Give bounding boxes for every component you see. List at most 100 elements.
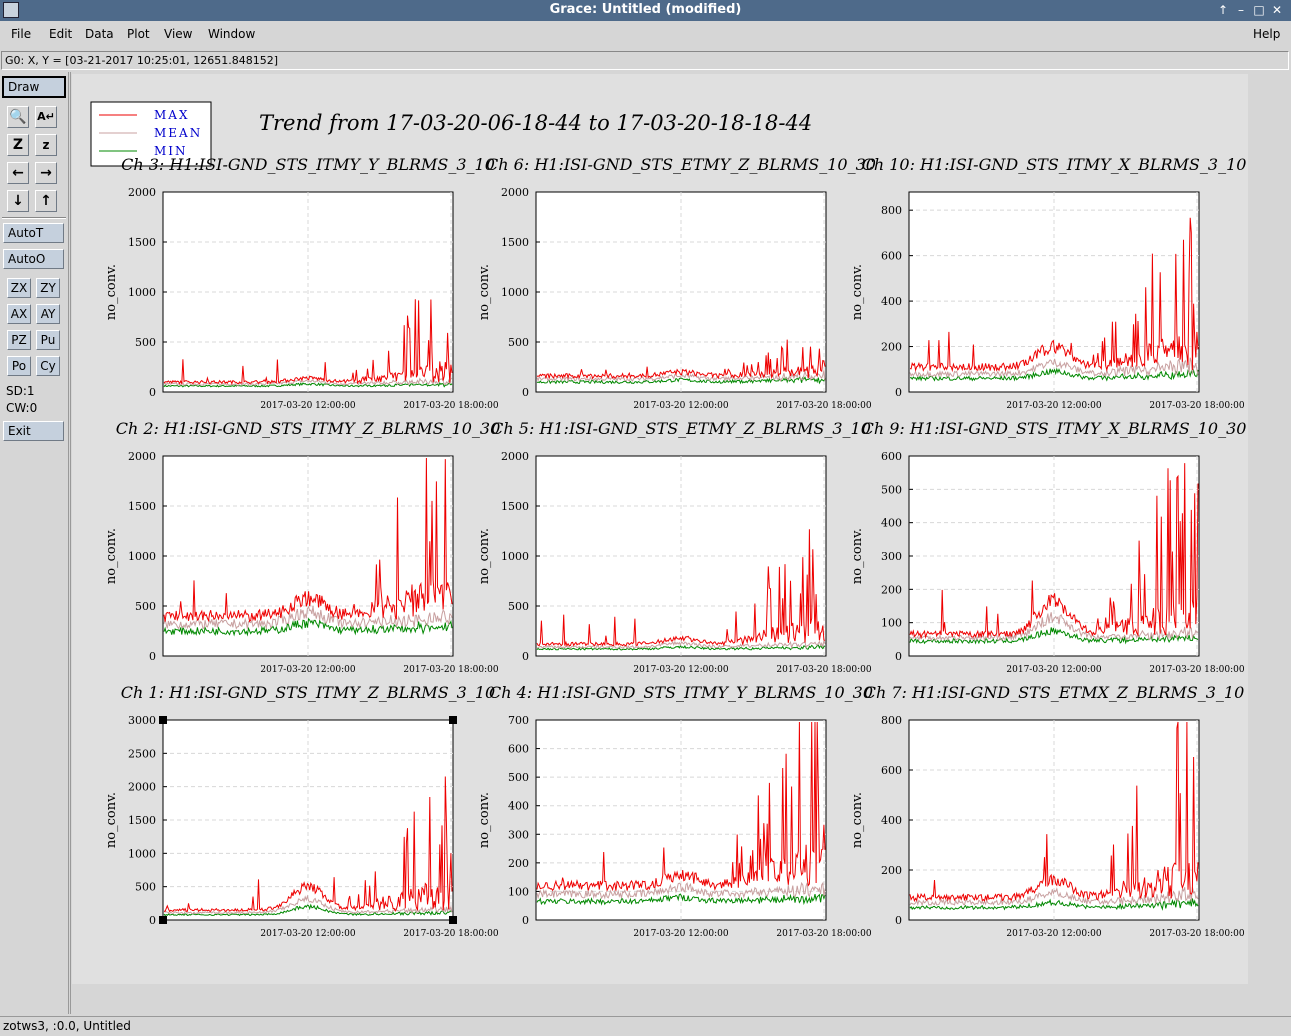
selection-handle[interactable] (159, 916, 167, 924)
x-tick-label: 2017-03-20 12:00:00 (260, 929, 355, 939)
cy-button[interactable]: Cy (36, 356, 60, 376)
menu-file[interactable]: File (11, 27, 32, 41)
y-tick-label: 200 (508, 857, 529, 870)
menu-window[interactable]: Window (208, 27, 256, 41)
menu-view[interactable]: View (164, 27, 193, 41)
autoscale-icon[interactable]: A↵ (35, 106, 57, 128)
menu-plot[interactable]: Plot (127, 27, 150, 41)
mean-series-line (163, 894, 453, 915)
y-tick-label: 100 (881, 617, 902, 630)
pz-button[interactable]: PZ (7, 330, 31, 350)
graph-1[interactable]: 0 500 1000 1500 2000 2017-03-20 12:00:00 2017-… (104, 155, 499, 411)
max-series-line (163, 776, 453, 913)
y-tick-label: 800 (881, 204, 902, 217)
y-tick-label: 200 (881, 341, 902, 354)
graph-title: Ch 7: H1:ISI-GND_STS_ETMX_Z_BLRMS_3_10 (864, 683, 1245, 702)
ay-button[interactable]: AY (36, 304, 60, 324)
y-tick-label: 500 (135, 881, 156, 894)
menu-help[interactable]: Help (1253, 27, 1281, 41)
max-series-line (909, 217, 1199, 373)
x-tick-label: 2017-03-20 12:00:00 (260, 665, 355, 675)
y-tick-label: 500 (135, 336, 156, 349)
y-axis-label: no_conv. (850, 792, 865, 848)
toolbar-separator (2, 217, 66, 219)
legend-box (90, 101, 212, 167)
mean-series-line (909, 357, 1199, 379)
close-icon[interactable]: ✕ (1271, 3, 1283, 17)
draw-button[interactable]: Draw (2, 76, 66, 98)
y-tick-label: 2000 (128, 186, 156, 199)
menu-edit[interactable]: Edit (49, 27, 73, 41)
autoo-button[interactable]: AutoO (3, 249, 64, 269)
minimize-icon[interactable]: – (1238, 3, 1244, 17)
y-tick-label: 1000 (128, 550, 156, 563)
exit-button[interactable]: Exit (3, 421, 64, 441)
graph-title: Ch 2: H1:ISI-GND_STS_ITMY_Z_BLRMS_10_30 (116, 419, 501, 438)
graph-3[interactable]: 0 200 400 600 800 2017-03-20 12:00:00 2017-03-… (850, 155, 1246, 411)
min-series-line (163, 617, 453, 637)
zy-button[interactable]: ZY (36, 278, 60, 298)
plot-canvas[interactable]: MAX MEAN MIN Trend from 17-03-20-06-18-4… (72, 74, 1248, 984)
min-series-line (536, 893, 826, 906)
y-tick-label: 0 (522, 386, 529, 399)
graph-5[interactable]: 0 500 1000 1500 2000 2017-03-20 12:00:00 2017-… (477, 419, 872, 675)
plot-svg[interactable]: MAX MEAN MIN Trend from 17-03-20-06-18-4… (72, 74, 1248, 984)
pu-button[interactable]: Pu (36, 330, 60, 350)
graph-9[interactable]: 0 200 400 600 800 2017-03-20 12:00:00 2017-03-… (850, 683, 1245, 939)
y-tick-label: 0 (522, 914, 529, 927)
graph-8[interactable]: 0 100 200 300 400 500 600 700 2017-03-20 12:00:0… (477, 683, 873, 939)
max-series-line (536, 529, 826, 647)
selection-handle[interactable] (449, 916, 457, 924)
mean-series-line (536, 881, 826, 900)
max-series-line (163, 457, 453, 623)
y-tick-label: 1500 (501, 236, 529, 249)
y-tick-label: 3000 (128, 714, 156, 727)
mean-series-line (909, 886, 1199, 907)
y-tick-label: 200 (881, 864, 902, 877)
ax-button[interactable]: AX (7, 304, 31, 324)
graph-6[interactable]: 0 100 200 300 400 500 600 2017-03-20 12:00:00 20… (850, 419, 1246, 675)
legend-mean-label: MEAN (154, 126, 202, 140)
y-tick-label: 600 (881, 450, 902, 463)
y-tick-label: 0 (149, 386, 156, 399)
y-axis-label: no_conv. (104, 264, 119, 320)
menu-data[interactable]: Data (85, 27, 114, 41)
selection-handle[interactable] (449, 716, 457, 724)
graph-title: Ch 10: H1:ISI-GND_STS_ITMY_X_BLRMS_3_10 (862, 155, 1247, 174)
y-tick-label: 0 (149, 650, 156, 663)
autot-button[interactable]: AutoT (3, 223, 64, 243)
x-tick-label: 2017-03-20 12:00:00 (260, 401, 355, 411)
arrow-up-icon[interactable]: ↑ (35, 190, 57, 212)
mean-series-line (536, 640, 826, 650)
zoom-out-z-icon[interactable]: z (35, 134, 57, 156)
selection-handle[interactable] (159, 716, 167, 724)
arrow-left-icon[interactable]: ← (7, 162, 29, 184)
graph-2[interactable]: 0 500 1000 1500 2000 2017-03-20 12:00:00 2017-… (477, 155, 876, 411)
mean-series-line (163, 377, 453, 387)
y-axis-label: no_conv. (104, 792, 119, 848)
y-tick-label: 500 (135, 600, 156, 613)
zoom-in-z-icon[interactable]: Z (7, 134, 29, 156)
y-tick-label: 1500 (128, 236, 156, 249)
zx-button[interactable]: ZX (7, 278, 31, 298)
x-tick-label: 2017-03-20 18:00:00 (403, 665, 498, 675)
arrow-up-icon[interactable]: ↑ (1217, 3, 1229, 17)
graph-4[interactable]: 0 500 1000 1500 2000 2017-03-20 12:00:00 2017-… (104, 419, 500, 675)
y-axis-label: no_conv. (104, 528, 119, 584)
zoom-icon[interactable]: 🔍 (7, 106, 29, 128)
y-tick-label: 0 (522, 650, 529, 663)
graph-7[interactable]: 0 500 1000 1500 2000 2500 3000 2017-03-20 12:00… (104, 683, 499, 939)
y-tick-label: 0 (149, 914, 156, 927)
y-tick-label: 400 (881, 295, 902, 308)
x-tick-label: 2017-03-20 18:00:00 (403, 929, 498, 939)
y-tick-label: 0 (895, 650, 902, 663)
arrow-down-icon[interactable]: ↓ (7, 190, 29, 212)
app-icon[interactable] (3, 2, 19, 18)
graph-title: Ch 6: H1:ISI-GND_STS_ETMY_Z_BLRMS_10_30 (486, 155, 876, 174)
maximize-icon[interactable]: □ (1253, 3, 1265, 17)
min-series-line (536, 376, 826, 385)
po-button[interactable]: Po (7, 356, 31, 376)
y-tick-label: 1000 (128, 286, 156, 299)
y-tick-label: 100 (508, 885, 529, 898)
arrow-right-icon[interactable]: → (35, 162, 57, 184)
